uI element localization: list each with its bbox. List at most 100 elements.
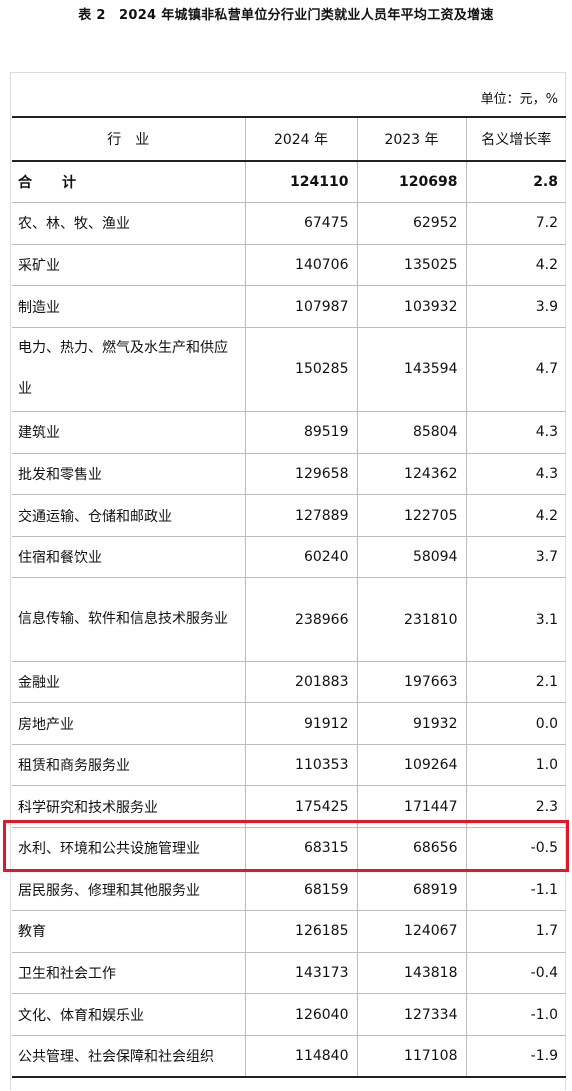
row-growth: -1.9 <box>465 1034 566 1079</box>
wage-table: 行 业 2024 年 2023 年 名义增长率 合 计 124110 12069… <box>12 116 566 1079</box>
table-row: 批发和零售业 129658 124362 4.3 <box>12 452 566 496</box>
row-growth: 2.8 <box>465 160 566 204</box>
table-row: 制造业 107987 103932 3.9 <box>12 285 566 328</box>
row-industry: 制造业 <box>12 285 246 328</box>
row-growth: 3.1 <box>465 577 566 662</box>
row-growth: -0.5 <box>465 827 566 870</box>
row-industry: 居民服务、修理和其他服务业 <box>12 868 246 912</box>
row-industry: 采矿业 <box>12 243 246 287</box>
table-title: 表 2 2024 年城镇非私营单位分行业门类就业人员年平均工资及增速 <box>78 8 494 23</box>
row-industry: 住宿和餐饮业 <box>12 535 246 579</box>
row-industry: 合 计 <box>12 160 246 204</box>
row-2023: 197663 <box>356 660 467 704</box>
row-industry: 批发和零售业 <box>12 452 246 496</box>
row-2024: 67475 <box>244 202 358 245</box>
row-growth: 2.1 <box>465 660 566 704</box>
row-growth: 7.2 <box>465 202 566 245</box>
row-growth: 4.3 <box>465 452 566 496</box>
row-growth: 3.7 <box>465 535 566 579</box>
row-2024: 107987 <box>244 285 358 328</box>
header-2023: 2023 年 <box>356 116 467 162</box>
row-2024: 89519 <box>244 411 358 454</box>
row-2023: 120698 <box>356 160 467 204</box>
row-industry: 租赁和商务服务业 <box>12 743 246 787</box>
row-industry: 金融业 <box>12 660 246 704</box>
row-industry: 科学研究和技术服务业 <box>12 785 246 828</box>
row-growth: -1.1 <box>465 868 566 912</box>
table-row: 文化、体育和娱乐业 126040 127334 -1.0 <box>12 993 566 1036</box>
table-row: 农、林、牧、渔业 67475 62952 7.2 <box>12 202 566 245</box>
row-2024: 129658 <box>244 452 358 496</box>
row-industry: 水利、环境和公共设施管理业 <box>12 827 246 870</box>
row-2023: 68656 <box>356 827 467 870</box>
row-industry: 教育 <box>12 910 246 953</box>
row-2023: 124362 <box>356 452 467 496</box>
row-2023: 127334 <box>356 993 467 1036</box>
table-row-total: 合 计 124110 120698 2.8 <box>12 160 566 204</box>
table-row: 电力、热力、燃气及水生产和供应业 150285 143594 4.7 <box>12 326 566 413</box>
row-growth: 3.9 <box>465 285 566 328</box>
row-2023: 143594 <box>356 326 467 413</box>
row-2023: 91932 <box>356 702 467 745</box>
row-2023: 117108 <box>356 1034 467 1079</box>
header-growth: 名义增长率 <box>465 116 566 162</box>
row-2024: 150285 <box>244 326 358 413</box>
row-growth: 0.0 <box>465 702 566 745</box>
table-row: 金融业 201883 197663 2.1 <box>12 660 566 704</box>
table-row: 教育 126185 124067 1.7 <box>12 910 566 953</box>
table-row: 建筑业 89519 85804 4.3 <box>12 411 566 454</box>
row-2024: 68315 <box>244 827 358 870</box>
table-row: 居民服务、修理和其他服务业 68159 68919 -1.1 <box>12 868 566 912</box>
row-2024: 127889 <box>244 494 358 537</box>
row-2024: 140706 <box>244 243 358 287</box>
row-industry: 房地产业 <box>12 702 246 745</box>
table-row: 信息传输、软件和信息技术服务业 238966 231810 3.1 <box>12 577 566 662</box>
row-2024: 110353 <box>244 743 358 787</box>
table-row: 房地产业 91912 91932 0.0 <box>12 702 566 745</box>
table-row: 公共管理、社会保障和社会组织 114840 117108 -1.9 <box>12 1034 566 1079</box>
row-2024: 175425 <box>244 785 358 828</box>
row-industry: 信息传输、软件和信息技术服务业 <box>12 577 246 662</box>
row-growth: 2.3 <box>465 785 566 828</box>
row-growth: 4.2 <box>465 243 566 287</box>
row-industry: 公共管理、社会保障和社会组织 <box>12 1034 246 1079</box>
row-2024: 91912 <box>244 702 358 745</box>
row-growth: 1.7 <box>465 910 566 953</box>
row-2023: 135025 <box>356 243 467 287</box>
row-2023: 143818 <box>356 951 467 995</box>
row-2024: 143173 <box>244 951 358 995</box>
row-2023: 103932 <box>356 285 467 328</box>
row-2023: 171447 <box>356 785 467 828</box>
table-row: 科学研究和技术服务业 175425 171447 2.3 <box>12 785 566 828</box>
row-growth: -1.0 <box>465 993 566 1036</box>
row-2024: 60240 <box>244 535 358 579</box>
row-2023: 68919 <box>356 868 467 912</box>
row-2024: 124110 <box>244 160 358 204</box>
table-row: 租赁和商务服务业 110353 109264 1.0 <box>12 743 566 787</box>
table-row-highlighted: 水利、环境和公共设施管理业 68315 68656 -0.5 <box>12 827 566 870</box>
row-2023: 85804 <box>356 411 467 454</box>
row-2023: 62952 <box>356 202 467 245</box>
row-growth: 4.3 <box>465 411 566 454</box>
table-row: 住宿和餐饮业 60240 58094 3.7 <box>12 535 566 579</box>
row-2023: 122705 <box>356 494 467 537</box>
row-2023: 231810 <box>356 577 467 662</box>
table-row: 采矿业 140706 135025 4.2 <box>12 243 566 287</box>
row-2024: 201883 <box>244 660 358 704</box>
row-2023: 124067 <box>356 910 467 953</box>
table-row: 卫生和社会工作 143173 143818 -0.4 <box>12 951 566 995</box>
row-industry: 文化、体育和娱乐业 <box>12 993 246 1036</box>
row-2024: 126040 <box>244 993 358 1036</box>
row-industry: 电力、热力、燃气及水生产和供应业 <box>12 326 246 413</box>
row-2024: 68159 <box>244 868 358 912</box>
row-growth: 4.7 <box>465 326 566 413</box>
header-industry: 行 业 <box>12 116 246 162</box>
row-2024: 126185 <box>244 910 358 953</box>
row-industry: 建筑业 <box>12 411 246 454</box>
row-2023: 109264 <box>356 743 467 787</box>
row-growth: 4.2 <box>465 494 566 537</box>
row-2023: 58094 <box>356 535 467 579</box>
row-2024: 114840 <box>244 1034 358 1079</box>
header-row: 行 业 2024 年 2023 年 名义增长率 <box>12 116 566 162</box>
row-2024: 238966 <box>244 577 358 662</box>
